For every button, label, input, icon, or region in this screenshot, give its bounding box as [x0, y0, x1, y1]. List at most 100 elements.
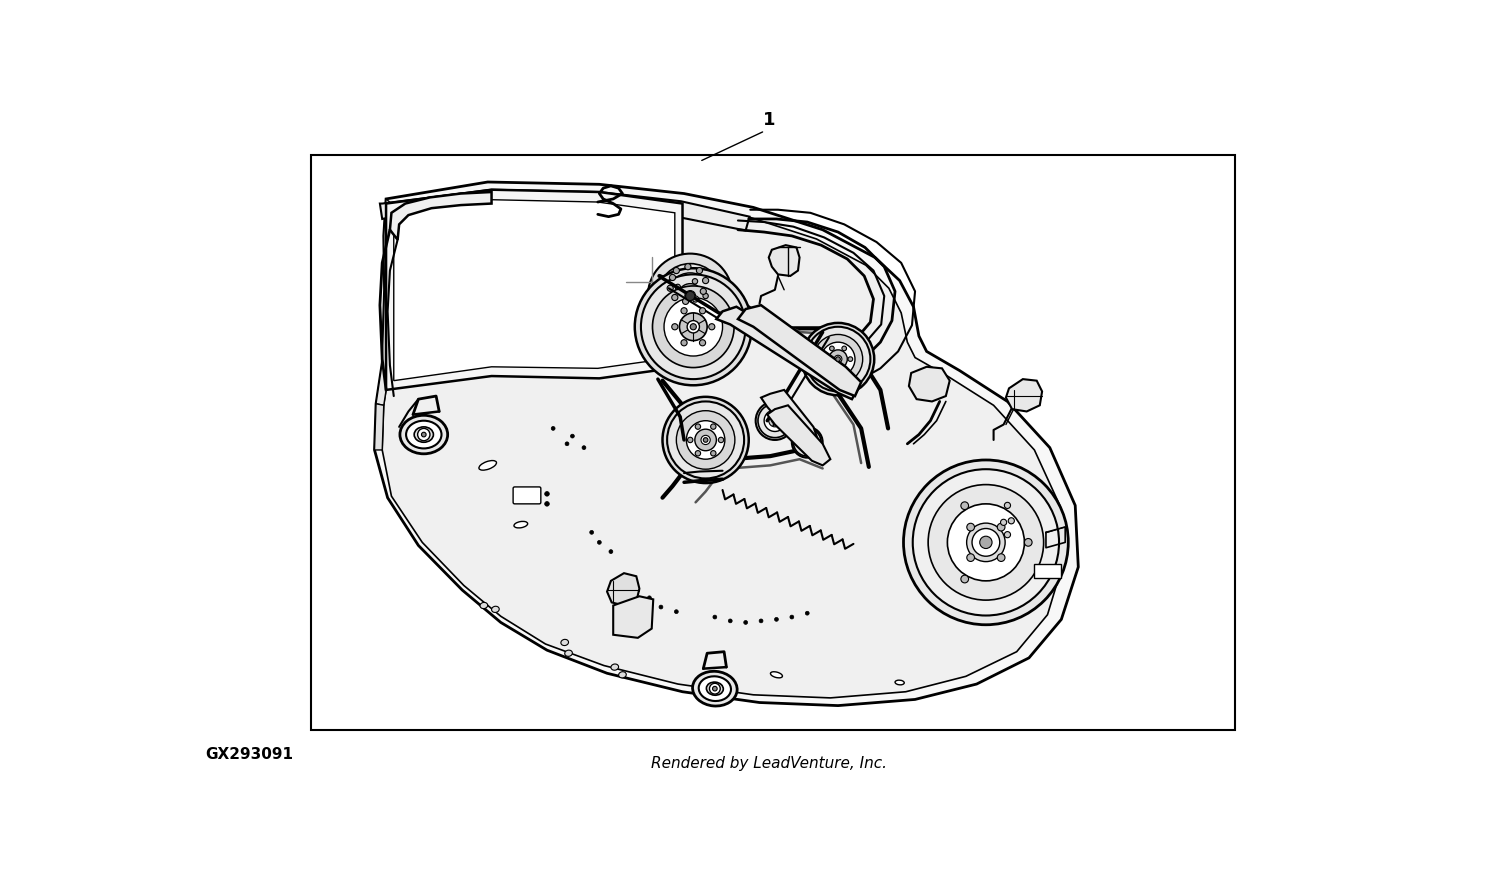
- Circle shape: [675, 610, 678, 613]
- Circle shape: [669, 275, 675, 281]
- Circle shape: [710, 683, 720, 694]
- Polygon shape: [375, 403, 384, 450]
- Ellipse shape: [693, 671, 736, 706]
- Circle shape: [694, 429, 717, 451]
- Ellipse shape: [414, 427, 434, 442]
- Circle shape: [712, 615, 717, 619]
- Circle shape: [686, 263, 692, 270]
- Polygon shape: [909, 367, 950, 402]
- Circle shape: [672, 294, 678, 301]
- Circle shape: [700, 436, 709, 444]
- Circle shape: [966, 523, 1005, 562]
- Circle shape: [681, 308, 687, 314]
- Ellipse shape: [480, 602, 488, 609]
- Circle shape: [764, 410, 786, 431]
- Circle shape: [699, 308, 705, 314]
- Circle shape: [729, 619, 732, 623]
- Circle shape: [664, 298, 723, 356]
- Circle shape: [696, 268, 702, 274]
- Circle shape: [712, 686, 717, 691]
- Circle shape: [772, 417, 778, 424]
- Circle shape: [582, 445, 586, 450]
- Circle shape: [544, 501, 549, 506]
- Text: GX293091: GX293091: [206, 746, 292, 761]
- Ellipse shape: [610, 664, 618, 670]
- Circle shape: [1005, 532, 1011, 538]
- Circle shape: [702, 277, 708, 284]
- FancyBboxPatch shape: [513, 487, 542, 504]
- Circle shape: [652, 286, 734, 368]
- Circle shape: [680, 313, 706, 340]
- Circle shape: [658, 606, 663, 609]
- Ellipse shape: [478, 460, 496, 470]
- Circle shape: [648, 596, 651, 599]
- Polygon shape: [394, 200, 675, 381]
- Circle shape: [674, 268, 680, 274]
- Polygon shape: [380, 190, 750, 230]
- Circle shape: [830, 346, 834, 351]
- Circle shape: [998, 523, 1005, 531]
- Circle shape: [590, 530, 594, 535]
- Circle shape: [693, 308, 698, 313]
- Polygon shape: [386, 190, 682, 390]
- Circle shape: [836, 357, 840, 361]
- Circle shape: [693, 296, 699, 302]
- Circle shape: [998, 554, 1005, 562]
- Circle shape: [668, 285, 674, 291]
- Circle shape: [676, 410, 735, 469]
- Circle shape: [800, 434, 816, 451]
- Circle shape: [422, 432, 426, 437]
- Circle shape: [640, 275, 746, 379]
- Circle shape: [759, 619, 764, 623]
- Circle shape: [711, 451, 716, 456]
- Circle shape: [687, 320, 699, 332]
- Circle shape: [672, 324, 678, 330]
- Circle shape: [802, 438, 812, 447]
- Circle shape: [693, 278, 698, 284]
- Polygon shape: [608, 573, 639, 605]
- Circle shape: [744, 620, 747, 625]
- Circle shape: [834, 355, 842, 363]
- Circle shape: [681, 340, 687, 346]
- Polygon shape: [375, 182, 1078, 705]
- Circle shape: [694, 451, 700, 456]
- Circle shape: [570, 434, 574, 438]
- Ellipse shape: [896, 680, 904, 685]
- Circle shape: [928, 485, 1044, 600]
- Circle shape: [688, 294, 693, 298]
- Circle shape: [968, 554, 975, 562]
- Bar: [310, 155, 1234, 731]
- Circle shape: [704, 438, 708, 442]
- Circle shape: [678, 284, 702, 308]
- Circle shape: [962, 502, 969, 509]
- Circle shape: [609, 550, 613, 554]
- Circle shape: [597, 541, 602, 544]
- Polygon shape: [717, 307, 860, 399]
- Circle shape: [1000, 519, 1006, 525]
- Polygon shape: [768, 245, 800, 276]
- Circle shape: [700, 288, 706, 294]
- Circle shape: [711, 424, 716, 430]
- Circle shape: [663, 397, 748, 483]
- Circle shape: [806, 326, 870, 391]
- Ellipse shape: [561, 640, 568, 646]
- Circle shape: [544, 492, 549, 496]
- Circle shape: [634, 269, 752, 385]
- Circle shape: [768, 415, 782, 427]
- Circle shape: [962, 575, 969, 583]
- Circle shape: [972, 528, 999, 556]
- Polygon shape: [766, 405, 831, 466]
- Circle shape: [968, 523, 975, 531]
- Circle shape: [794, 429, 820, 456]
- Polygon shape: [738, 305, 861, 396]
- Ellipse shape: [406, 421, 441, 448]
- Circle shape: [903, 460, 1068, 625]
- Polygon shape: [760, 390, 819, 448]
- Circle shape: [668, 273, 714, 319]
- Circle shape: [912, 469, 1059, 615]
- Polygon shape: [376, 199, 392, 405]
- Text: LEADVENTURE: LEADVENTURE: [472, 471, 927, 525]
- Polygon shape: [390, 192, 492, 240]
- Circle shape: [675, 303, 681, 308]
- Circle shape: [980, 536, 992, 549]
